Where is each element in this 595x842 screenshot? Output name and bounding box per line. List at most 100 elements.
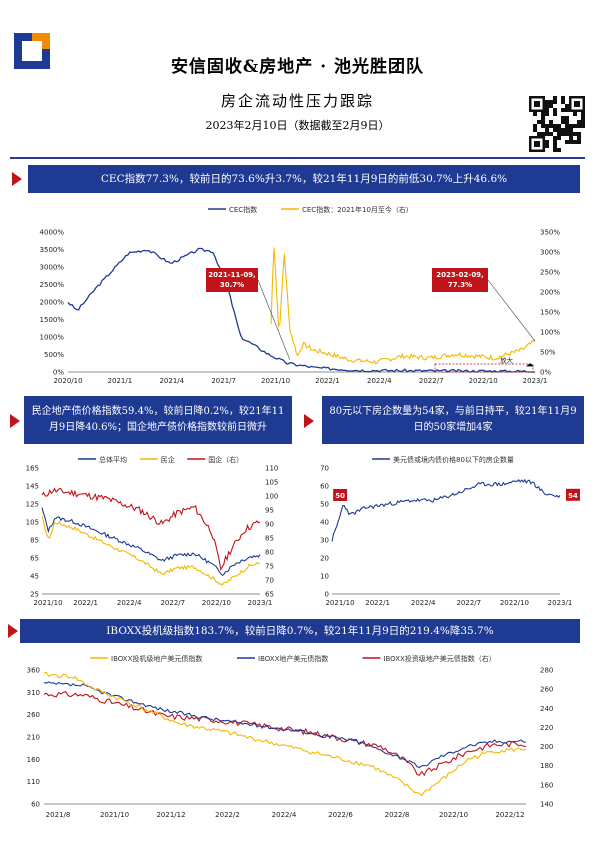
y-tick-label-right: 220 xyxy=(540,724,553,732)
y-tick-label-right: 280 xyxy=(540,667,553,675)
legend-label: 国企（右） xyxy=(208,455,243,464)
qr-module xyxy=(561,120,565,124)
legend-label: 美元债或境内债价格80以下的房企数量 xyxy=(393,455,514,464)
y-tick-label-left: 85 xyxy=(30,537,39,545)
x-tick-label: 2022/8 xyxy=(385,811,410,819)
annotation-box xyxy=(432,268,488,292)
x-tick-label: 2022/10 xyxy=(439,811,468,819)
qr-module xyxy=(545,140,549,144)
qr-module xyxy=(565,108,569,112)
value-badge-label: 54 xyxy=(568,492,578,500)
x-tick-label: 2022/1 xyxy=(365,599,390,607)
y-tick-label: 0 xyxy=(325,591,329,599)
qr-module xyxy=(581,124,585,128)
qr-module xyxy=(565,140,569,144)
x-tick-label: 2022/10 xyxy=(469,377,498,385)
qr-module xyxy=(569,124,573,128)
x-tick-label: 2022/10 xyxy=(202,599,231,607)
x-tick-label: 2021/7 xyxy=(211,377,236,385)
qr-module xyxy=(573,132,577,136)
count-series-line xyxy=(331,478,561,542)
qr-module xyxy=(545,128,549,132)
average-series-line xyxy=(41,507,261,577)
qr-module xyxy=(581,112,585,116)
y-tick-label-left: 1000% xyxy=(40,334,65,342)
y-tick-label-left: 165 xyxy=(26,465,39,473)
qr-module xyxy=(545,144,549,148)
qr-module xyxy=(577,132,581,136)
qr-module xyxy=(577,140,581,144)
x-tick-label: 2022/6 xyxy=(328,811,353,819)
y-tick-label-right: 140 xyxy=(540,801,553,809)
zoom-box xyxy=(434,363,534,373)
x-tick-label: 2023/1 xyxy=(248,599,273,607)
qr-module xyxy=(569,140,573,144)
y-tick-label: 60 xyxy=(320,483,329,491)
qr-module xyxy=(557,148,561,152)
y-tick-label-left: 160 xyxy=(27,756,40,764)
y-tick-label-right: 350% xyxy=(540,229,560,237)
qr-finder xyxy=(534,141,540,147)
qr-module xyxy=(561,100,565,104)
qr-module xyxy=(549,120,553,124)
investment-grade-series-line xyxy=(43,691,527,777)
cec-banner: CEC指数77.3%，较前日的73.6%升3.7%，较21年11月9日的前低30… xyxy=(28,165,580,193)
y-tick-label-right: 300% xyxy=(540,249,560,257)
qr-module xyxy=(537,132,541,136)
y-tick-label-right: 0% xyxy=(540,369,551,377)
qr-module xyxy=(573,112,577,116)
y-tick-label: 30 xyxy=(320,537,329,545)
qr-module xyxy=(581,116,585,120)
x-tick-label: 2021/10 xyxy=(100,811,129,819)
x-tick-label: 2022/4 xyxy=(117,599,142,607)
qr-module xyxy=(549,100,553,104)
y-tick-label-right: 180 xyxy=(540,762,553,770)
qr-module xyxy=(561,116,565,120)
y-tick-label-left: 110 xyxy=(27,778,40,786)
qr-module xyxy=(537,120,541,124)
bond-price-chart: 总体平均 民企 国企（右） 165 145 125 105 85 65 45 25 110 105 100… xyxy=(26,455,279,607)
qr-module xyxy=(541,120,545,124)
qr-module xyxy=(549,132,553,136)
bond-price-banner: 民企地产债价格指数59.4%，较前日降0.2%，较21年11月9日降40.6%；… xyxy=(24,396,292,444)
qr-code xyxy=(529,96,585,152)
qr-module xyxy=(561,132,565,136)
y-tick-label-left: 65 xyxy=(30,555,39,563)
y-tick-label-left: 145 xyxy=(26,483,39,491)
y-tick-label-left: 4000% xyxy=(40,229,65,237)
section-marker xyxy=(8,624,18,638)
y-tick-label-right: 260 xyxy=(540,686,553,694)
section-marker xyxy=(304,414,314,428)
zoom-label: 放大 xyxy=(500,355,514,364)
qr-module xyxy=(569,128,573,132)
x-tick-label: 2021/4 xyxy=(159,377,184,385)
y-tick-label: 20 xyxy=(320,555,329,563)
header-divider xyxy=(10,157,585,159)
x-tick-label: 2022/4 xyxy=(272,811,297,819)
qr-module xyxy=(565,116,569,120)
y-tick-label-right: 150% xyxy=(540,309,560,317)
x-tick-label: 2022/4 xyxy=(367,377,392,385)
y-tick-label-left: 105 xyxy=(26,519,39,527)
overall-series-line xyxy=(43,681,527,769)
y-tick-label-left: 2500% xyxy=(40,281,65,289)
annotation-label: 2021-11-09, xyxy=(208,271,255,279)
qr-module xyxy=(533,128,537,132)
annotation-label: 30.7% xyxy=(220,281,244,289)
qr-module xyxy=(553,112,557,116)
y-tick-label-left: 3500% xyxy=(40,246,65,254)
x-tick-label: 2021/12 xyxy=(156,811,185,819)
qr-module xyxy=(553,148,557,152)
x-tick-label: 2022/4 xyxy=(411,599,436,607)
value-badge xyxy=(566,488,580,501)
y-tick-label-left: 45 xyxy=(30,573,39,581)
x-tick-label: 2023/1 xyxy=(523,377,548,385)
qr-module xyxy=(565,132,569,136)
y-tick-label-right: 85 xyxy=(265,535,274,543)
annotation-leader xyxy=(257,279,291,360)
y-tick-label: 10 xyxy=(320,573,329,581)
y-tick-label-left: 310 xyxy=(27,689,40,697)
qr-module xyxy=(541,124,545,128)
y-tick-label-right: 105 xyxy=(265,479,278,487)
y-tick-label-right: 65 xyxy=(265,591,274,599)
